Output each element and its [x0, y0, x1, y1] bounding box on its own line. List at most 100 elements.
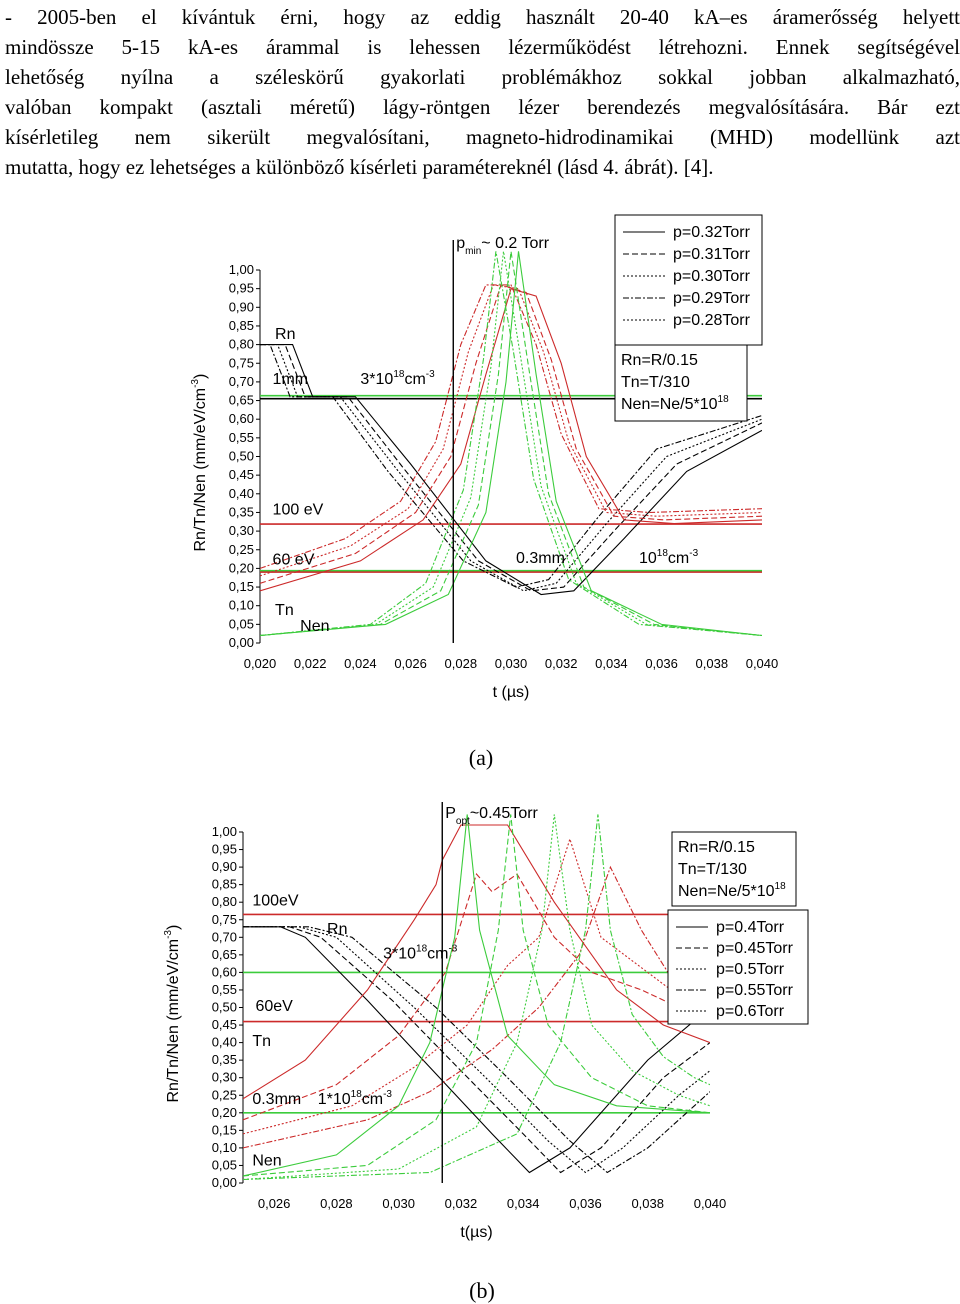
series-line-tn — [243, 837, 710, 1135]
y-tick-label: 0,45 — [212, 1017, 237, 1032]
legend-entry: p=0.5Torr — [716, 961, 785, 978]
annotation: 60 eV — [273, 552, 315, 569]
legend-entry: p=0.30Torr — [673, 268, 751, 285]
params-box — [614, 344, 748, 422]
y-tick-label: 0,00 — [212, 1175, 237, 1190]
pressure-marker-label: pmin~ 0.2 Torr — [456, 235, 549, 257]
legend-entry: p=0.6Torr — [716, 1003, 785, 1020]
x-tick-label: 0,036 — [645, 656, 678, 671]
y-tick-label: 0,45 — [229, 467, 254, 482]
series-line-nen — [243, 814, 710, 1177]
series-line-nen — [260, 251, 762, 637]
x-tick-label: 0,034 — [507, 1196, 540, 1211]
y-tick-label: 0,30 — [212, 1070, 237, 1085]
series-line-rn — [243, 926, 710, 1174]
y-tick-label: 0,25 — [229, 542, 254, 557]
annotation: 3*1018cm-3 — [360, 369, 435, 388]
x-tick-label: 0,030 — [382, 1196, 415, 1211]
x-tick-label: 0,040 — [694, 1196, 727, 1211]
paragraph-line: mutatta, hogy ez lehetséges a különböző … — [5, 155, 714, 179]
series-line-nen — [260, 251, 762, 637]
y-tick-label: 0,85 — [212, 877, 237, 892]
legend-entry: p=0.55Torr — [716, 982, 794, 999]
x-axis-label: t (µs) — [493, 684, 530, 701]
x-tick-label: 0,032 — [445, 1196, 478, 1211]
y-tick-label: 0,20 — [229, 560, 254, 575]
param-entry: Rn=R/0.15 — [621, 352, 698, 369]
y-tick-label: 0,05 — [212, 1157, 237, 1172]
series-line-nen — [243, 814, 710, 1181]
y-tick-label: 0,55 — [212, 982, 237, 997]
y-tick-label: 0,10 — [229, 598, 254, 613]
annotation: Tn — [252, 1033, 271, 1050]
legend-entry: p=0.45Torr — [716, 940, 794, 957]
y-tick-label: 0,85 — [229, 318, 254, 333]
x-tick-label: 0,036 — [569, 1196, 602, 1211]
y-axis-label: Rn/Tn/Nen (mm/eV/cm-3) — [163, 925, 182, 1103]
y-tick-label: 0,00 — [229, 635, 254, 650]
series-line-rn — [243, 926, 710, 1174]
y-tick-label: 0,75 — [229, 355, 254, 370]
y-tick-label: 0,95 — [229, 281, 254, 296]
y-tick-label: 0,35 — [229, 504, 254, 519]
paragraph-line: valóban kompakt (asztali méretű) lágy-rö… — [5, 95, 960, 119]
y-tick-label: 0,90 — [212, 859, 237, 874]
legend-entry: p=0.4Torr — [716, 919, 785, 936]
legend-entry: p=0.32Torr — [673, 224, 751, 241]
x-tick-label: 0,026 — [258, 1196, 291, 1211]
y-tick-label: 0,55 — [229, 430, 254, 445]
y-tick-label: 0,80 — [229, 337, 254, 352]
series-line-rn — [243, 926, 710, 1174]
y-tick-label: 0,50 — [229, 449, 254, 464]
y-tick-label: 0,30 — [229, 523, 254, 538]
param-entry: Nen=Ne/5*1018 — [621, 394, 729, 413]
annotation: 1mm — [273, 371, 309, 388]
paragraph-line: mindössze 5-15 kA-es árammal is lehessen… — [5, 35, 960, 59]
annotation: 100 eV — [273, 501, 324, 518]
annotation: 1018cm-3 — [639, 548, 699, 567]
legend-entry: p=0.31Torr — [673, 246, 751, 263]
y-tick-label: 1,00 — [229, 262, 254, 277]
legend-entry: p=0.28Torr — [673, 312, 751, 329]
legend-box — [614, 214, 763, 346]
y-tick-label: 0,10 — [212, 1140, 237, 1155]
y-tick-label: 0,80 — [212, 894, 237, 909]
annotation: 1*1018cm-3 — [318, 1089, 393, 1108]
y-tick-label: 0,65 — [212, 947, 237, 962]
x-tick-label: 0,040 — [746, 656, 779, 671]
y-tick-label: 0,70 — [212, 929, 237, 944]
x-tick-label: 0,034 — [595, 656, 628, 671]
y-tick-label: 0,95 — [212, 842, 237, 857]
params-box — [671, 831, 797, 907]
y-tick-label: 0,05 — [229, 616, 254, 631]
figure-a: 0,00 0,05 0,10 0,15 0,20 0,25 0,30 0,35 0,40 0,45… — [190, 214, 779, 770]
x-tick-label: 0,038 — [696, 656, 729, 671]
y-tick-label: 0,40 — [212, 1035, 237, 1050]
body-paragraph: - 2005-ben el kívántuk érni, hogy az edd… — [5, 2, 960, 182]
param-entry: Tn=T/130 — [678, 861, 747, 878]
y-tick-label: 1,00 — [212, 824, 237, 839]
x-tick-label: 0,020 — [244, 656, 277, 671]
series-line-rn — [260, 344, 762, 592]
annotation: 60eV — [255, 998, 293, 1015]
figure-caption: (a) — [469, 745, 493, 770]
y-tick-label: 0,65 — [229, 393, 254, 408]
annotation: Nen — [252, 1152, 281, 1169]
annotation: Nen — [300, 618, 329, 635]
x-tick-label: 0,030 — [495, 656, 528, 671]
y-tick-label: 0,15 — [229, 579, 254, 594]
series-line-rn — [243, 926, 710, 1174]
figure-caption: (b) — [469, 1278, 495, 1303]
series-line-nen — [243, 814, 710, 1177]
x-tick-label: 0,032 — [545, 656, 578, 671]
y-tick-label: 0,25 — [212, 1087, 237, 1102]
series-line-tn — [260, 284, 762, 584]
x-tick-label: 0,024 — [344, 656, 377, 671]
param-entry: Tn=T/310 — [621, 374, 690, 391]
x-tick-label: 0,038 — [631, 1196, 664, 1211]
y-axis-label: Rn/Tn/Nen (mm/eV/cm-3) — [190, 374, 209, 552]
param-entry: Rn=R/0.15 — [678, 839, 755, 856]
series-line-rn — [260, 344, 762, 592]
y-tick-label: 0,15 — [212, 1122, 237, 1137]
y-tick-label: 0,35 — [212, 1052, 237, 1067]
